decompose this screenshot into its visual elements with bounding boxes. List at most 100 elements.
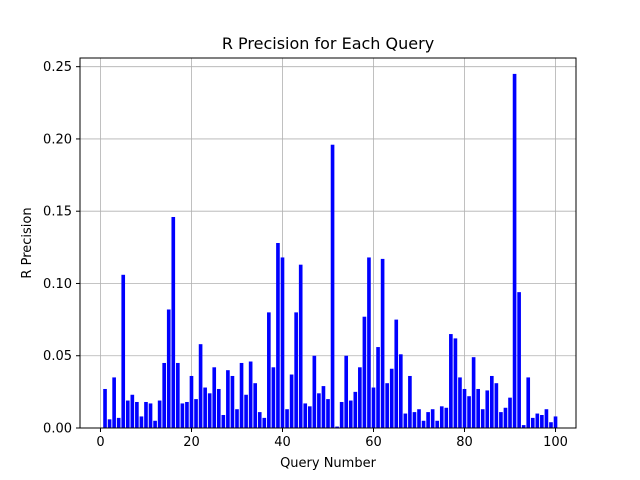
chart-title: R Precision for Each Query: [222, 34, 434, 53]
bar: [239, 362, 244, 428]
bar: [230, 375, 235, 428]
bar: [194, 399, 198, 428]
bar: [271, 367, 276, 428]
bar: [444, 407, 449, 428]
bar: [458, 377, 462, 428]
x-tick-label: 100: [543, 435, 568, 450]
bar: [417, 409, 421, 428]
bar: [235, 409, 239, 428]
bar: [189, 375, 194, 428]
bar: [317, 393, 321, 428]
bar: [339, 401, 344, 428]
bar: [148, 403, 153, 428]
bar: [171, 216, 176, 428]
bar: [285, 409, 289, 428]
bar: [508, 397, 512, 428]
bar: [135, 401, 139, 428]
bar: [553, 416, 558, 428]
bar: [485, 390, 490, 428]
bar: [476, 388, 480, 428]
bar: [112, 377, 116, 428]
bar: [267, 312, 271, 428]
y-tick-label: 0.25: [43, 60, 72, 75]
bar: [253, 383, 258, 428]
plot-frame: [79, 57, 577, 429]
bar: [521, 425, 526, 428]
bar: [326, 399, 330, 428]
bar: [535, 413, 540, 428]
bar: [421, 420, 426, 428]
y-tick-label: 0.00: [43, 422, 72, 437]
grid: [80, 58, 576, 429]
bar: [430, 409, 435, 428]
bar: [125, 400, 130, 428]
bar: [358, 367, 362, 428]
bar: [221, 414, 226, 428]
bar: [198, 344, 203, 428]
bar: [385, 383, 389, 428]
bar: [526, 377, 531, 428]
bar: [412, 412, 417, 428]
bar: [166, 309, 171, 428]
bar: [394, 319, 399, 428]
x-tick-label: 80: [456, 435, 473, 450]
bar: [103, 388, 107, 428]
x-tick-label: 0: [96, 435, 104, 450]
bar: [380, 258, 385, 428]
bar: [280, 257, 285, 428]
x-tick-label: 20: [183, 435, 200, 450]
bar: [549, 422, 553, 428]
y-tick-label: 0.05: [43, 349, 72, 364]
bar: [480, 409, 485, 428]
bar: [162, 362, 167, 428]
bar: [289, 374, 294, 428]
y-tick-label: 0.10: [43, 277, 72, 292]
bar: [262, 417, 267, 428]
bar: [540, 414, 544, 428]
bar: [153, 420, 157, 428]
bar: [367, 257, 371, 428]
ticks: 0 20 40 60 80 100 0.00 0.05 0.10 0.15 0.20 0.25: [43, 60, 568, 450]
bar: [467, 396, 471, 428]
bar: [180, 403, 185, 428]
y-axis-label: R Precision: [20, 207, 35, 278]
bar: [389, 368, 394, 428]
bar: [503, 407, 508, 428]
bar: [303, 403, 308, 428]
bar: [107, 419, 112, 428]
y-tick-label: 0.20: [43, 132, 72, 147]
bar: [403, 413, 408, 428]
bar: [348, 400, 353, 428]
bar: [512, 73, 517, 428]
bar: [203, 387, 207, 428]
bar: [157, 400, 162, 428]
bar: [312, 355, 317, 428]
bar: [335, 426, 339, 428]
bar: [216, 388, 221, 428]
bar: [517, 292, 521, 428]
bar: [398, 354, 403, 428]
bar: [449, 334, 453, 428]
bar: [471, 357, 476, 428]
bar: [139, 416, 144, 428]
bar: [408, 375, 412, 428]
bar: [499, 412, 503, 428]
bar: [298, 264, 303, 428]
bar: [489, 375, 494, 428]
x-axis-label: Query Number: [280, 456, 377, 471]
bar: [257, 412, 262, 428]
bar: [130, 394, 135, 428]
bar: [371, 387, 376, 428]
bar: [544, 409, 549, 428]
y-tick-label: 0.15: [43, 205, 72, 220]
bar: [344, 355, 349, 428]
bar: [321, 386, 326, 428]
bar: [307, 406, 312, 428]
bars: [103, 73, 558, 428]
bar: [494, 383, 499, 428]
bar: [207, 393, 212, 428]
bar: [462, 388, 467, 428]
bar: [226, 370, 230, 428]
x-tick-label: 40: [274, 435, 291, 450]
x-tick-label: 60: [365, 435, 382, 450]
